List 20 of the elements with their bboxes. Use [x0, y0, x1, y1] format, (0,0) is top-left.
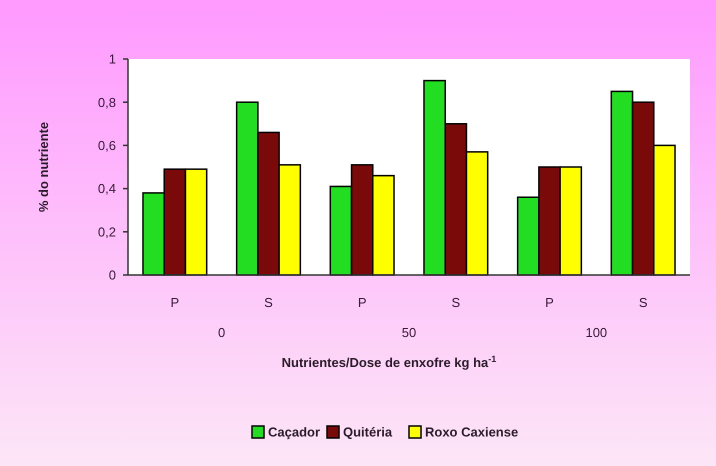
text: 100 [585, 325, 608, 340]
y-tick-label: 0,6 [98, 138, 116, 153]
x-tick-label: S [451, 295, 460, 310]
x-tick-label: P [358, 295, 367, 310]
x-tick-label: S [264, 295, 274, 310]
legend-label: Quitéria [343, 424, 393, 440]
text: 50 [402, 325, 416, 340]
text: 0 [218, 325, 226, 340]
x-tick-label: P [545, 295, 554, 310]
y-tick-label: 0 [108, 268, 116, 283]
y-tick-label: 1 [108, 52, 116, 67]
y-axis-title: % do nutriente [36, 122, 51, 212]
x-tick-label: P [170, 295, 180, 310]
y-tick-label: 0,4 [98, 181, 116, 196]
y-tick-label: 0,2 [98, 224, 116, 240]
x-axis-title: Nutrientes/Dose de enxofre kg ha$^{-1}$ [282, 354, 496, 370]
legend-label: Roxo Caxiense [425, 424, 518, 440]
y-tick-label: 0,8 [98, 94, 116, 110]
x-tick-label: S [638, 295, 648, 310]
legend-label: Caçador [268, 424, 320, 440]
